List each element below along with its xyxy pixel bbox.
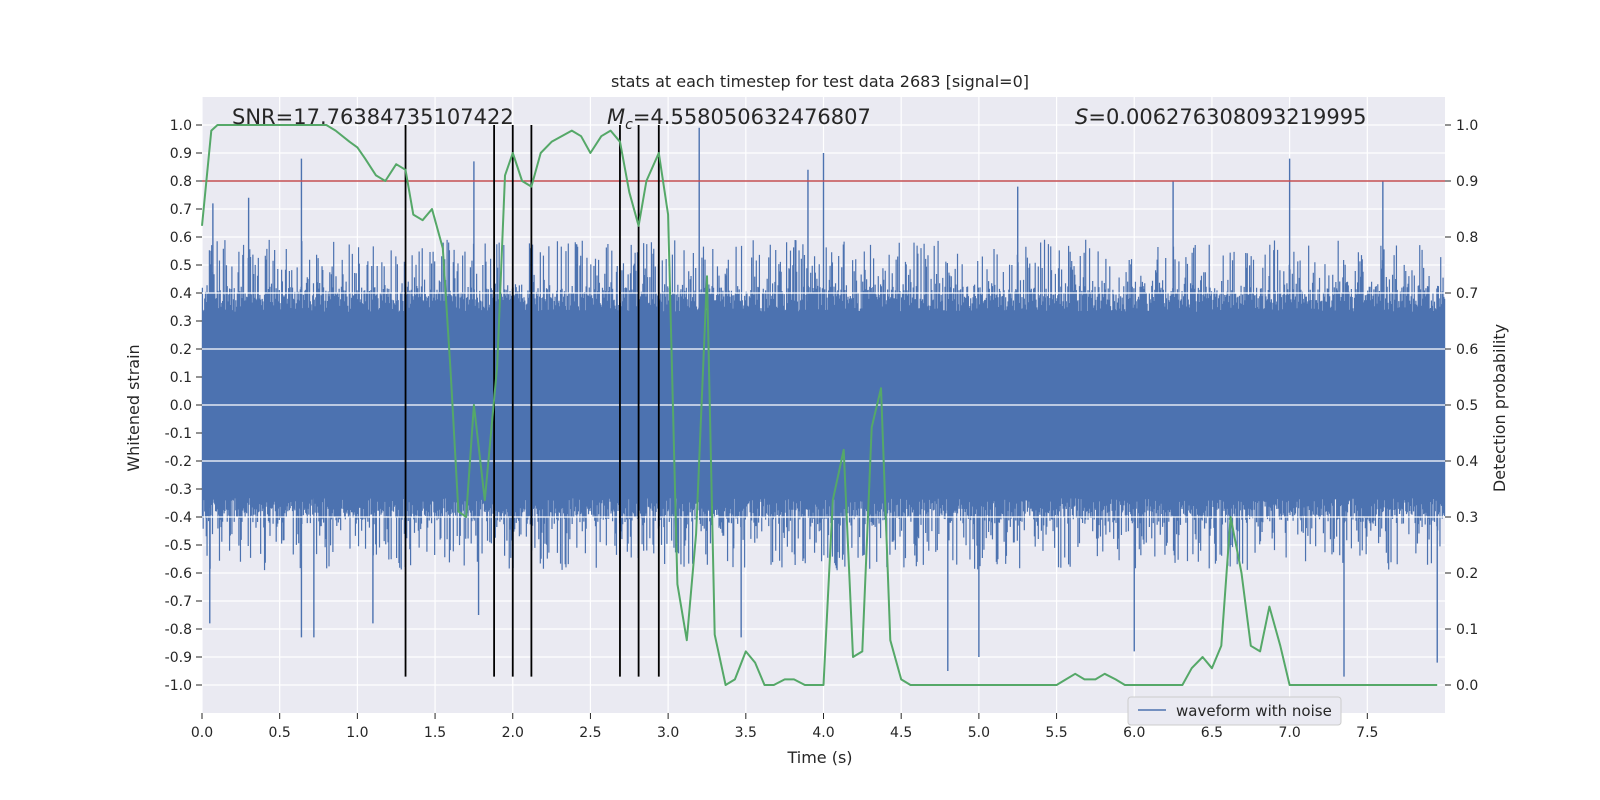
left-tick-label: 1.0 bbox=[170, 118, 192, 134]
right-tick-label: 1.0 bbox=[1456, 118, 1478, 134]
x-tick-label: 5.0 bbox=[968, 725, 990, 741]
left-tick-label: 0.6 bbox=[170, 230, 192, 246]
probability-line bbox=[201, 124, 1438, 686]
x-tick-label: 1.5 bbox=[424, 725, 446, 741]
left-tick-label: -0.1 bbox=[165, 426, 192, 442]
x-axis-ticks: 0.0 0.5 1.0 1.5 2.0 2.5 3.0 3.5 4.0 4.5 5.0 5.5 6.0 6… bbox=[191, 713, 1378, 741]
x-tick-label: 1.0 bbox=[346, 725, 368, 741]
left-tick-label: -0.4 bbox=[165, 510, 192, 526]
x-tick-label: 3.5 bbox=[735, 725, 757, 741]
x-tick-label: 2.5 bbox=[579, 725, 601, 741]
probability-series bbox=[201, 124, 1438, 686]
left-tick-label: -0.2 bbox=[165, 454, 192, 470]
chirp-mass-annotation: Mc=4.558050632476807 bbox=[607, 105, 871, 133]
x-tick-label: 0.5 bbox=[269, 725, 291, 741]
x-tick-label: 6.5 bbox=[1201, 725, 1223, 741]
x-tick-label: 0.0 bbox=[191, 725, 213, 741]
left-tick-label: -0.8 bbox=[165, 622, 192, 638]
right-tick-label: 0.6 bbox=[1456, 342, 1478, 358]
chirp-mass-symbol: M bbox=[607, 105, 625, 129]
legend-box bbox=[1127, 696, 1342, 726]
x-tick-label: 7.0 bbox=[1278, 725, 1300, 741]
right-tick-label: 0.3 bbox=[1456, 510, 1478, 526]
trigger-lines bbox=[404, 125, 660, 677]
left-tick-label: 0.1 bbox=[170, 370, 192, 386]
x-tick-label: 2.0 bbox=[502, 725, 524, 741]
left-tick-label: 0.9 bbox=[170, 146, 192, 162]
right-tick-label: 0.8 bbox=[1456, 230, 1478, 246]
waveform-core bbox=[202, 346, 1445, 456]
x-tick-label: 4.5 bbox=[890, 725, 912, 741]
y-axis-label-left: Whitened strain bbox=[124, 344, 143, 471]
left-tick-label: 0.3 bbox=[170, 314, 192, 330]
right-tick-label: 0.9 bbox=[1456, 174, 1478, 190]
left-tick-label: 0.0 bbox=[170, 398, 192, 414]
left-tick-label: 0.2 bbox=[170, 342, 192, 358]
left-tick-label: -0.7 bbox=[165, 594, 192, 610]
x-tick-label: 7.5 bbox=[1356, 725, 1378, 741]
left-tick-label: 0.8 bbox=[170, 174, 192, 190]
snr-annotation: SNR=17.76384735107422 bbox=[232, 105, 514, 129]
legend-label: waveform with noise bbox=[1176, 702, 1332, 720]
x-tick-label: 4.0 bbox=[812, 725, 834, 741]
x-axis-label: Time (s) bbox=[786, 748, 852, 767]
right-axis-ticks: 1.0 0.9 0.8 0.7 0.6 0.5 0.4 0.3 0.2 0.1 0.0 bbox=[1445, 118, 1478, 694]
left-tick-label: 0.4 bbox=[170, 286, 192, 302]
left-tick-label: 0.7 bbox=[170, 202, 192, 218]
chirp-mass-value: =4.558050632476807 bbox=[633, 105, 871, 129]
left-tick-label: -0.9 bbox=[165, 650, 192, 666]
s-value: =0.006276308093219995 bbox=[1088, 105, 1366, 129]
chirp-mass-subscript: c bbox=[625, 117, 633, 133]
right-tick-label: 0.5 bbox=[1456, 398, 1478, 414]
right-tick-label: 0.0 bbox=[1456, 678, 1478, 694]
x-tick-label: 3.0 bbox=[657, 725, 679, 741]
left-tick-label: -0.6 bbox=[165, 566, 192, 582]
x-tick-label: 6.0 bbox=[1123, 725, 1145, 741]
right-tick-label: 0.4 bbox=[1456, 454, 1478, 470]
left-tick-label: -0.3 bbox=[165, 482, 192, 498]
chart-title: stats at each timestep for test data 268… bbox=[611, 72, 1029, 91]
s-symbol: S bbox=[1075, 105, 1088, 129]
waveform-series bbox=[201, 127, 1446, 677]
left-tick-label: -0.5 bbox=[165, 538, 192, 554]
left-tick-label: -1.0 bbox=[165, 678, 192, 694]
right-tick-label: 0.2 bbox=[1456, 566, 1478, 582]
left-axis-ticks: 1.0 0.9 0.8 0.7 0.6 0.5 0.4 0.3 0.2 0.1 0.0 -0.1 -0.… bbox=[165, 118, 202, 694]
x-tick-label: 5.5 bbox=[1045, 725, 1067, 741]
right-tick-label: 0.7 bbox=[1456, 286, 1478, 302]
right-tick-label: 0.1 bbox=[1456, 622, 1478, 638]
s-annotation: S=0.006276308093219995 bbox=[1075, 105, 1366, 129]
y-axis-label-right: Detection probability bbox=[1490, 324, 1509, 492]
left-tick-label: 0.5 bbox=[170, 258, 192, 274]
legend: waveform with noise bbox=[1127, 696, 1342, 726]
